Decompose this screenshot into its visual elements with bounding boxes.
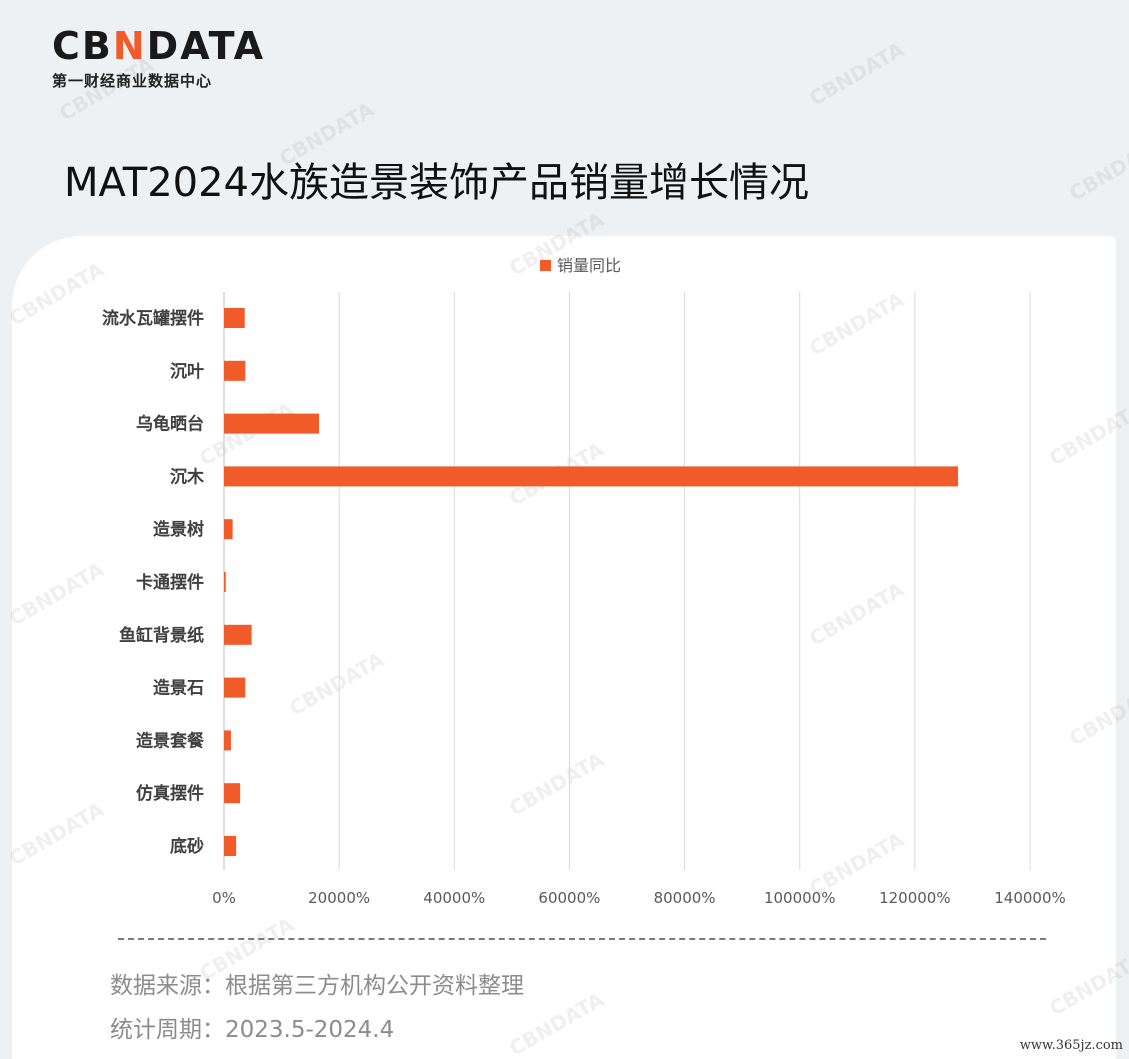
- category-label: 流水瓦罐摆件: [102, 308, 204, 329]
- legend-swatch: [540, 260, 551, 271]
- x-tick-label: 80000%: [654, 889, 716, 907]
- category-label: 造景树: [153, 520, 204, 540]
- watermark-4: CBNDATA: [1065, 132, 1129, 205]
- bar-沉叶: [224, 360, 246, 381]
- x-tick-label: 40000%: [423, 889, 485, 907]
- logo-subtitle: 第一财经商业数据中心: [52, 72, 213, 90]
- bar-卡通摆件: [224, 572, 226, 592]
- watermark-5: CBNDATA: [5, 257, 108, 330]
- watermark-3: CBNDATA: [805, 37, 908, 110]
- bar-底砂: [224, 836, 237, 856]
- bar-仿真摆件: [224, 783, 241, 804]
- bar-乌龟晒台: [224, 413, 319, 434]
- logo: CBNDATA 第一财经商业数据中心: [52, 26, 265, 91]
- bar-流水瓦罐摆件: [224, 308, 245, 328]
- watermark-19: CBNDATA: [1045, 947, 1129, 1020]
- category-label: 乌龟晒台: [136, 414, 204, 435]
- bar-造景套餐: [224, 730, 231, 751]
- divider: [118, 938, 1046, 940]
- site-url: www.365jz.com: [1019, 1038, 1123, 1053]
- chart-panel: [12, 236, 1116, 1059]
- watermark-1: CBNDATA: [275, 97, 378, 170]
- category-label: 仿真摆件: [136, 783, 204, 804]
- watermark-0: CBNDATA: [55, 52, 158, 125]
- category-label: 沉叶: [170, 361, 204, 382]
- bar-沉木: [224, 466, 959, 487]
- bar-造景树: [224, 519, 233, 540]
- stat-period: 统计周期：2023.5-2024.4: [110, 1017, 395, 1043]
- watermark-8: CBNDATA: [805, 287, 908, 360]
- x-tick-label: 100000%: [764, 889, 836, 907]
- watermark-6: CBNDATA: [195, 397, 298, 470]
- x-tick-label: 0%: [212, 889, 236, 907]
- watermark-14: CBNDATA: [1065, 677, 1129, 750]
- x-tick-label: 20000%: [308, 889, 370, 907]
- category-label: 底砂: [170, 836, 204, 857]
- category-label: 造景石: [153, 679, 204, 699]
- watermark-15: CBNDATA: [5, 797, 108, 870]
- legend-label: 销量同比: [557, 256, 621, 275]
- x-tick-label: 60000%: [538, 889, 600, 907]
- x-tick-label: 120000%: [879, 889, 951, 907]
- logo-wordmark: CBNDATA: [52, 24, 266, 68]
- bar-鱼缸背景纸: [224, 624, 252, 645]
- watermark-11: CBNDATA: [285, 647, 388, 720]
- page-title: MAT2024水族造景装饰产品销量增长情况: [64, 160, 809, 206]
- category-label: 沉木: [170, 466, 205, 487]
- data-source: 数据来源：根据第三方机构公开资料整理: [110, 973, 524, 999]
- category-label: 造景套餐: [136, 730, 205, 751]
- bar-造景石: [224, 677, 246, 698]
- x-tick-label: 140000%: [994, 889, 1066, 907]
- category-label: 卡通摆件: [136, 572, 204, 593]
- watermark-13: CBNDATA: [805, 577, 908, 650]
- watermark-12: CBNDATA: [505, 747, 608, 820]
- category-label: 鱼缸背景纸: [119, 625, 204, 646]
- watermark-9: CBNDATA: [1045, 397, 1129, 470]
- watermark-10: CBNDATA: [5, 557, 108, 630]
